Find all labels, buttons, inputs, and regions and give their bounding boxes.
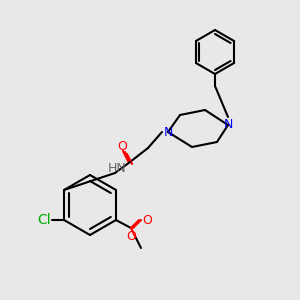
Text: N: N: [223, 118, 233, 131]
Text: N: N: [163, 125, 173, 139]
Text: HN: HN: [108, 161, 126, 175]
Text: O: O: [126, 230, 136, 242]
Text: O: O: [142, 214, 152, 226]
Text: Cl: Cl: [37, 213, 51, 227]
Text: O: O: [117, 140, 127, 152]
